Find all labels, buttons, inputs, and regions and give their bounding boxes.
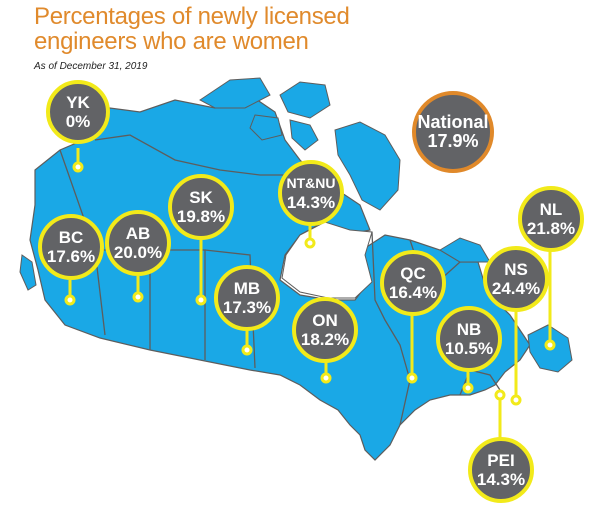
qc-marker: [406, 372, 418, 384]
pei-marker: [494, 389, 506, 401]
ab-marker: [132, 291, 144, 303]
bc-marker: [64, 294, 76, 306]
ab-bubble: AB 20.0%: [105, 210, 171, 276]
sk-bubble: SK 19.8%: [168, 174, 234, 240]
sk-marker: [195, 294, 207, 306]
arctic-island-5: [249, 114, 283, 141]
pei-bubble: PEI 14.3%: [468, 437, 534, 503]
yk-bubble: YK 0%: [46, 80, 110, 144]
arctic-island-4: [289, 119, 319, 151]
arctic-island-2: [279, 81, 331, 119]
nb-bubble: NB 10.5%: [436, 306, 502, 372]
map-subtitle: As of December 31, 2019: [34, 61, 148, 72]
mb-bubble: MB 17.3%: [214, 265, 280, 331]
bc-bubble: BC 17.6%: [38, 214, 104, 280]
on-marker: [320, 372, 332, 384]
on-bubble: ON 18.2%: [292, 297, 358, 363]
nb-marker: [462, 382, 474, 394]
ntnu-bubble: NT&NU 14.3%: [278, 160, 344, 226]
qc-bubble: QC 16.4%: [380, 250, 446, 316]
arctic-island-1: [199, 77, 271, 109]
nl-marker: [544, 339, 556, 351]
mb-marker: [241, 344, 253, 356]
ns-bubble: NS 24.4%: [483, 246, 549, 312]
vancouver-island: [19, 254, 37, 291]
map-title: Percentages of newly licensed engineers …: [34, 3, 350, 55]
ntnu-marker: [304, 237, 316, 249]
national-value: 17.9%: [427, 131, 479, 151]
hudson-bay: [281, 221, 373, 299]
yk-marker: [72, 161, 84, 173]
arctic-island-3: [334, 121, 401, 211]
nl-bubble: NL 21.8%: [518, 186, 584, 252]
ns-marker: [510, 394, 522, 406]
national-label: National: [417, 112, 489, 132]
national-bubble: National 17.9%: [412, 91, 494, 173]
